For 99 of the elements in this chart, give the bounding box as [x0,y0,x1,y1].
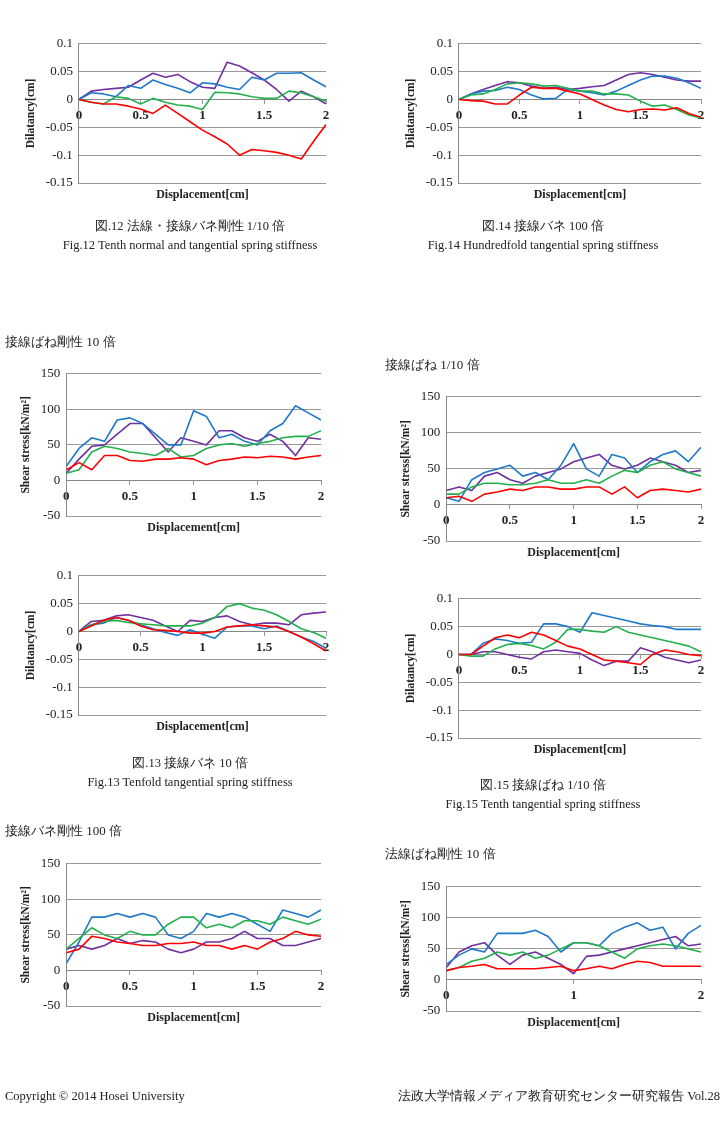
x-tick-label: 2 [697,512,705,528]
y-axis-title: Shear stress[kN/m²] [18,886,31,984]
x-axis-title: Displacement[cm] [156,719,249,734]
x-tick-label: 1 [576,106,584,122]
y-tick-label: -50 [42,507,61,523]
text: 図.14 接線バネ 100 倍 [481,218,605,235]
x-tick-label: 1 [190,487,197,503]
x-axis-title: Displacement[cm] [533,742,627,757]
y-tick-label: -50 [422,1002,441,1018]
y-tick-label: 150 [40,365,61,381]
y-tick-label: 100 [420,424,441,440]
x-tick-label: 1.5 [632,661,650,677]
y-tick-label: 0 [446,90,453,106]
y-tick-label: -0.15 [45,706,73,722]
y-tick-label: 0.05 [50,63,73,79]
caption: Fig.12 Tenth normal and tangential spring stiffness [61,237,319,254]
text: Copyright © 2014 Hosei University [5,1088,186,1105]
y-tick-label: 0.1 [436,35,453,51]
x-axis-title: Displacement[cm] [156,187,249,202]
x-tick-label: 2 [317,977,325,993]
x-tick-label: 1 [199,106,206,122]
y-tick-label: 0.1 [436,590,453,606]
text: 法政大学情報メディア教育研究センター研究報告 Vol.28 [397,1088,720,1105]
y-tick-label: -50 [42,997,61,1013]
y-axis-title: Shear stress[kN/m²] [398,420,411,518]
y-tick-label: -0.1 [432,146,453,162]
y-tick-label: -0.1 [52,146,73,162]
y-tick-label: 0.1 [56,35,73,51]
y-tick-label: 0 [66,90,73,106]
x-tick-label: 0.5 [132,106,150,122]
caption: Fig.14 Hundredfold tangential spring stiffness [426,237,660,254]
y-axis-title: Dilatancy[cm] [23,610,37,681]
y-axis-title: Shear stress[kN/m²] [18,396,31,494]
x-tick-label: 1.5 [249,487,266,503]
y-tick-label: -0.05 [425,673,453,689]
x-tick-label: 1.5 [249,977,266,993]
x-tick-label: 2 [697,987,705,1003]
text: 図.13 接線バネ 10 倍 [131,755,249,772]
y-tick-label: 50 [427,460,441,476]
y-axis-title: Shear stress[kN/m²] [398,900,411,998]
x-tick-label: 1 [576,661,584,677]
y-tick-label: 0 [66,622,73,638]
x-axis-title: Displacement[cm] [533,187,627,202]
x-axis-title: Displacement[cm] [527,545,620,560]
y-tick-label: 150 [40,855,61,871]
y-tick-label: 0.05 [430,618,453,634]
y-tick-label: 100 [40,890,61,906]
y-tick-label: 0.1 [56,567,73,583]
y-tick-label: 0.05 [430,63,453,79]
x-tick-label: 2 [697,661,705,677]
x-tick-label: 2 [322,106,330,122]
y-tick-label: -0.05 [45,650,73,666]
y-tick-label: 0 [53,961,61,977]
x-tick-label: 1 [199,638,206,654]
text: 図.15 接線ばね 1/10 倍 [479,777,607,794]
y-tick-label: -0.15 [425,729,453,745]
x-tick-label: 1.5 [632,106,650,122]
chart-title: 接線ばね 1/10 倍 [385,356,480,374]
y-tick-label: 50 [47,926,61,942]
x-tick-label: 1.5 [256,106,273,122]
y-tick-label: 0.05 [50,595,73,611]
x-axis-title: Displacement[cm] [147,520,240,535]
caption: Fig.15 Tenth tangential spring stiffness [444,796,642,813]
y-tick-label: -0.15 [45,174,73,190]
y-tick-label: 150 [420,388,441,404]
x-tick-label: 0.5 [511,661,529,677]
caption: Fig.13 Tenfold tangential spring stiffness [86,774,294,791]
y-tick-label: 0 [53,471,61,487]
chart-title: 接線ばね剛性 10 倍 [5,333,116,351]
y-tick-label: 150 [420,878,441,894]
x-axis-title: Displacement[cm] [147,1010,240,1025]
x-tick-label: 1 [570,987,577,1003]
x-tick-label: 0.5 [121,977,139,993]
y-tick-label: -0.15 [425,174,453,190]
y-tick-label: -0.1 [52,678,73,694]
chart-title: 法線ばね剛性 10 倍 [385,845,496,863]
y-tick-label: 100 [420,909,441,925]
x-tick-label: 1 [190,977,197,993]
y-tick-label: 50 [427,940,441,956]
y-axis-title: Dilatancy[cm] [23,78,37,149]
y-tick-label: -0.05 [45,118,73,134]
chart-title: 接線バネ剛性 100 倍 [5,822,122,840]
x-axis-title: Displacement[cm] [527,1015,620,1030]
y-tick-label: 100 [40,400,61,416]
y-tick-label: -50 [422,532,441,548]
x-tick-label: 0.5 [501,512,519,528]
x-tick-label: 0.5 [132,638,150,654]
x-tick-label: 1 [570,512,577,528]
y-axis-title: Dilatancy[cm] [403,78,417,149]
text: 図.12 法線・接線バネ剛性 1/10 倍 [93,218,287,235]
y-axis-title: Dilatancy[cm] [403,633,417,704]
x-tick-label: 1.5 [629,512,646,528]
y-tick-label: -0.1 [432,701,453,717]
x-tick-label: 0.5 [121,487,139,503]
x-tick-label: 0.5 [511,106,529,122]
x-tick-label: 1.5 [256,638,273,654]
y-tick-label: -0.05 [425,118,453,134]
y-tick-label: 50 [47,436,61,452]
x-tick-label: 2 [317,487,325,503]
